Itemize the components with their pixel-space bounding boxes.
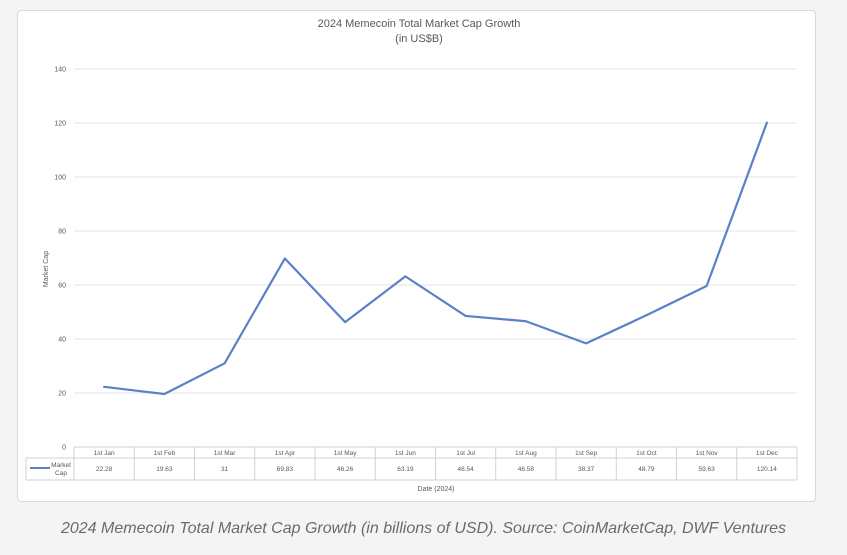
x-tick-label: 1st Aug xyxy=(515,450,537,457)
data-value-label: 48.79 xyxy=(638,466,655,473)
series-line-layer xyxy=(103,121,768,396)
figure-caption: 2024 Memecoin Total Market Cap Growth (i… xyxy=(60,520,787,537)
y-tick-label: 40 xyxy=(58,337,66,344)
data-value-label: 120.14 xyxy=(757,466,777,473)
x-tick-label: 1st Oct xyxy=(636,450,657,457)
x-tick-label: 1st Nov xyxy=(696,450,719,457)
series-line-market-cap xyxy=(103,121,768,396)
y-axis-ticks: 0 20 40 60 80 100 120 140 xyxy=(54,67,66,452)
y-tick-label: 80 xyxy=(58,229,66,236)
chart-card: 2024 Memecoin Total Market Cap Growth (i… xyxy=(17,10,816,502)
x-tick-label: 1st Sep xyxy=(575,450,597,457)
chart-title: 2024 Memecoin Total Market Cap Growth xyxy=(318,18,521,30)
y-tick-label: 60 xyxy=(58,283,66,290)
y-tick-label: 120 xyxy=(54,121,66,128)
data-value-label: 31 xyxy=(221,466,229,473)
y-axis-label: Market Cap xyxy=(43,251,50,287)
y-tick-label: 100 xyxy=(54,175,66,182)
y-tick-label: 0 xyxy=(62,445,66,452)
data-value-label: 46.26 xyxy=(337,466,354,473)
data-value-label: 63.19 xyxy=(397,466,414,473)
legend-label: Market xyxy=(51,462,71,469)
x-tick-label: 1st Dec xyxy=(756,450,779,457)
gridlines xyxy=(74,68,797,448)
chart-subtitle: (in US$B) xyxy=(395,33,443,45)
x-axis-label: Date (2024) xyxy=(418,486,455,493)
y-tick-label: 20 xyxy=(58,391,66,398)
x-tick-label: 1st Apr xyxy=(275,450,296,457)
x-tick-label: 1st Mar xyxy=(214,450,237,457)
data-value-label: 59.63 xyxy=(698,466,715,473)
data-value-label: 38.37 xyxy=(578,466,595,473)
y-tick-label: 140 xyxy=(54,67,66,74)
x-tick-label: 1st Jan xyxy=(94,450,115,457)
x-tick-label: 1st Jul xyxy=(456,450,475,457)
market-cap-line-chart: 2024 Memecoin Total Market Cap Growth (i… xyxy=(25,18,798,493)
legend-label: Cap xyxy=(55,470,67,477)
data-value-label: 19.63 xyxy=(156,466,173,473)
data-value-label: 48.54 xyxy=(457,466,474,473)
x-tick-label: 1st May xyxy=(334,450,358,457)
data-value-label: 46.58 xyxy=(518,466,535,473)
x-tick-label: 1st Jun xyxy=(395,450,416,457)
x-tick-label: 1st Feb xyxy=(154,450,176,457)
data-value-label: 69.83 xyxy=(277,466,294,473)
data-value-label: 22.28 xyxy=(96,466,113,473)
data-table: 1st Jan 1st Feb 1st Mar 1st Apr 1st May 1st J… xyxy=(25,446,798,481)
